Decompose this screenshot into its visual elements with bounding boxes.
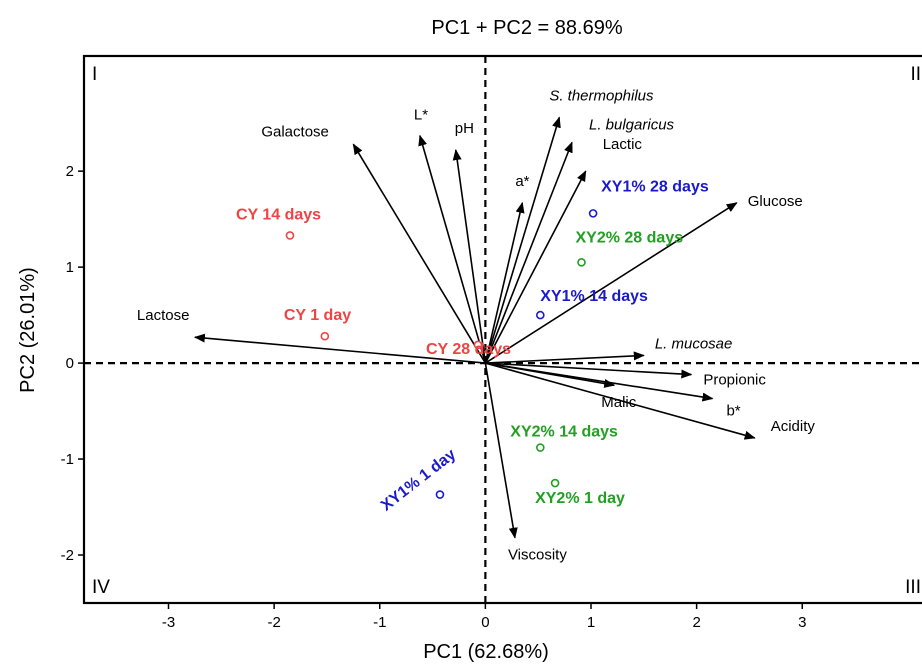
loading-vectors: Galactose L* pH S. thermophilus L. bulgaricu… (137, 87, 815, 563)
sample-point-xy1pct-14-days (535, 310, 545, 320)
loading-arrow-ph (452, 149, 487, 364)
y-tick-label: 2 (66, 163, 74, 180)
loading-label-s-thermophilus: S. thermophilus (549, 87, 654, 104)
quadrant-label-I: I (92, 64, 97, 85)
sample-point-xy1pct-28-days (588, 209, 598, 218)
sample-point-cy-28-days (473, 340, 483, 350)
loading-arrow-l-bulgaricus (484, 141, 573, 364)
x-tick-label: -2 (267, 614, 280, 631)
loading-arrow-lactic (484, 170, 587, 364)
sample-point-cy-14-days (285, 231, 295, 240)
loading-label-l-bulgaricus: L. bulgaricus (589, 116, 675, 133)
loading-label-propionic: Propionic (703, 372, 766, 389)
sample-label-xy2pct-14-days: XY2% 14 days (510, 424, 618, 441)
quadrant-label-II: II (910, 64, 921, 85)
loading-label-lactose: Lactose (137, 307, 190, 324)
loading-arrow-lactose (193, 333, 486, 364)
sample-label-xy1pct-14-days: XY1% 14 days (540, 288, 648, 305)
loading-arrow-b (485, 362, 714, 402)
x-tick-label: -3 (162, 614, 175, 631)
y-tick-label: -1 (61, 451, 74, 468)
sample-label-xy1pct-1-day: XY1% 1 day (378, 446, 459, 515)
loading-arrow-viscosity (484, 362, 518, 539)
loading-label-l-mucosae: L. mucosae (655, 335, 733, 352)
reference-lines (84, 56, 922, 603)
x-tick-label: 2 (692, 614, 700, 631)
x-tick-label: 3 (798, 614, 806, 631)
sample-label-cy-14-days: CY 14 days (236, 206, 321, 223)
sample-label-xy2pct-1-day: XY2% 1 day (535, 490, 625, 507)
x-axis-label: PC1 (62.68%) (423, 641, 549, 663)
loading-arrow-s-thermophilus (484, 116, 561, 364)
loading-label-b: b* (726, 403, 740, 420)
quadrant-label-IV: IV (92, 577, 110, 598)
y-tick-label: 1 (66, 259, 74, 276)
sample-label-xy1pct-28-days: XY1% 28 days (601, 178, 709, 195)
y-tick-label: -2 (61, 547, 74, 564)
loading-label-glucose: Glucose (748, 193, 803, 210)
loading-label-acidity: Acidity (771, 418, 816, 435)
sample-label-cy-28-days: CY 28 days (426, 341, 511, 358)
loading-arrow-l (418, 134, 487, 364)
y-axis-label: PC2 (26.01%) (17, 267, 39, 393)
x-tick-label: -1 (373, 614, 386, 631)
loading-arrow-acidity (485, 362, 756, 440)
loading-arrow-l-mucosae (485, 351, 645, 364)
loading-label-l: L* (414, 107, 428, 124)
loading-arrow-galactose (352, 143, 487, 364)
loading-label-lactic: Lactic (603, 136, 643, 153)
sample-point-xy2pct-1-day (550, 478, 560, 488)
x-tick-label: 0 (481, 614, 489, 631)
loading-label-a: a* (515, 173, 529, 190)
axis-ticks: -3 -2 -1 0 1 2 3 -2 -1 0 1 2 (61, 163, 807, 631)
sample-label-cy-1-day: CY 1 day (284, 307, 351, 324)
loading-label-ph: pH (455, 120, 474, 137)
plot-frame (82, 54, 922, 605)
sample-label-xy2pct-28-days: XY2% 28 days (575, 229, 683, 246)
y-tick-label: 0 (66, 355, 74, 372)
sample-point-cy-1-day (320, 331, 330, 341)
loading-arrow-a (484, 201, 525, 364)
sample-point-xy1pct-1-day (435, 490, 445, 499)
chart-title: PC1 + PC2 = 88.69% (431, 17, 622, 39)
loading-arrow-glucose (484, 202, 738, 364)
loading-label-viscosity: Viscosity (508, 547, 567, 564)
quadrant-label-III: III (905, 577, 921, 598)
sample-point-xy2pct-28-days (577, 258, 586, 267)
loading-arrow-propionic (485, 362, 693, 379)
loading-label-galactose: Galactose (261, 123, 329, 140)
sample-point-xy2pct-14-days (535, 443, 545, 452)
x-tick-label: 1 (587, 614, 595, 631)
